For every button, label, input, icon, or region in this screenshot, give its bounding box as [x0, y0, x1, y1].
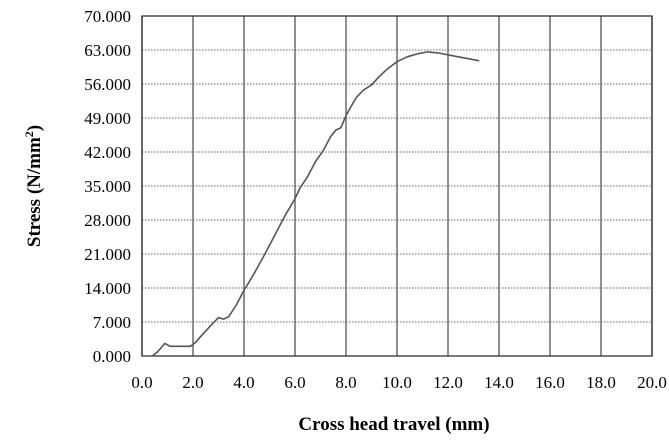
y-axis-tick-labels: 0.000 7.000 14.000 21.000 28.000 35.000 42.000…: [84, 7, 131, 366]
y-tick-label: 49.000: [84, 109, 131, 128]
y-tick-label: 0.000: [93, 347, 131, 366]
y-tick-label: 70.000: [84, 7, 131, 26]
x-tick-label: 20.0: [637, 373, 667, 392]
y-tick-label: 28.000: [84, 211, 131, 230]
x-tick-label: 8.0: [335, 373, 356, 392]
x-tick-label: 6.0: [284, 373, 305, 392]
x-axis-title: Cross head travel (mm): [298, 414, 489, 435]
x-tick-label: 16.0: [535, 373, 565, 392]
y-tick-label: 7.000: [93, 313, 131, 332]
y-axis-title-close: ): [24, 125, 45, 131]
y-tick-label: 35.000: [84, 177, 131, 196]
y-axis-title-main: Stress (N/mm: [24, 137, 45, 247]
grid-lines: [141, 15, 653, 357]
y-tick-label: 14.000: [84, 279, 131, 298]
x-tick-label: 12.0: [433, 373, 463, 392]
x-tick-label: 4.0: [233, 373, 254, 392]
x-tick-label: 10.0: [382, 373, 412, 392]
y-axis-title-superscript: 2: [22, 131, 36, 137]
x-tick-label: 14.0: [484, 373, 514, 392]
x-tick-label: 0.0: [131, 373, 152, 392]
stress-curve: [151, 51, 480, 357]
y-tick-label: 56.000: [84, 75, 131, 94]
x-axis-tick-labels: 0.0 2.0 4.0 6.0 8.0 10.0 12.0 14.0 16.0 18.0 20.0: [131, 373, 667, 392]
x-tick-label: 18.0: [586, 373, 616, 392]
y-tick-label: 42.000: [84, 143, 131, 162]
plot-area-frame: [141, 15, 653, 357]
y-axis-title: Stress (N/mm2): [22, 125, 45, 247]
y-tick-label: 21.000: [84, 245, 131, 264]
x-tick-label: 2.0: [182, 373, 203, 392]
series-layer: [151, 51, 480, 357]
y-tick-label: 63.000: [84, 41, 131, 60]
